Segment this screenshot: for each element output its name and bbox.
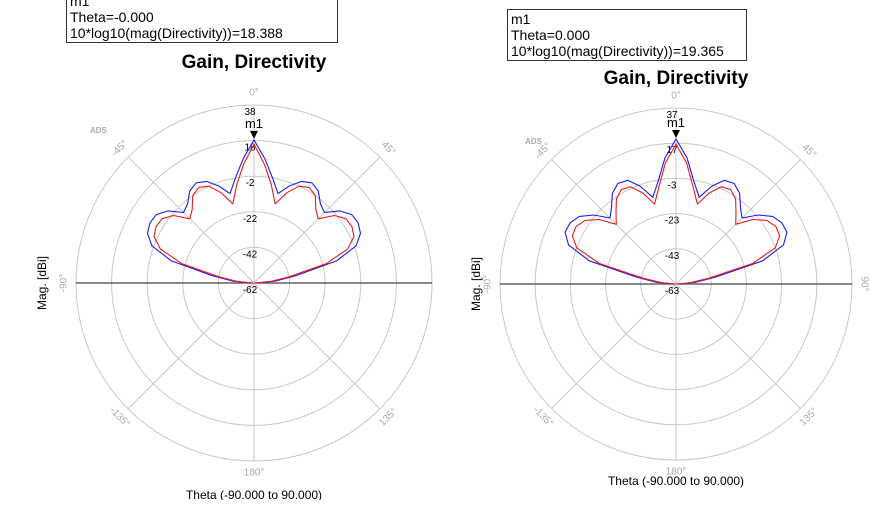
marker-readout-name: m1 bbox=[511, 11, 531, 27]
radial-tick-label: 38 bbox=[244, 107, 256, 118]
series-line-blue bbox=[564, 138, 788, 285]
radial-tick-label: 37 bbox=[666, 110, 678, 121]
marker-readout-value: 10*log10(mag(Directivity))=18.388 bbox=[70, 25, 283, 41]
angle-tick-label: 45° bbox=[379, 140, 397, 158]
marker-readout-value: 10*log10(mag(Directivity))=19.365 bbox=[511, 43, 724, 59]
marker-readout-name: m1 bbox=[70, 0, 90, 9]
marker-triangle-icon[interactable] bbox=[250, 130, 258, 139]
polar-grid-spoke bbox=[253, 282, 381, 410]
marker-triangle-icon[interactable] bbox=[672, 130, 680, 139]
marker-label: m1 bbox=[667, 115, 685, 130]
angle-tick-label: -45° bbox=[109, 138, 130, 159]
angle-tick-label: -90° bbox=[59, 274, 70, 292]
series-line-blue bbox=[146, 139, 362, 284]
angle-tick-label: -90° bbox=[483, 275, 494, 293]
radial-tick-label: -23 bbox=[665, 216, 680, 227]
watermark-label: ADS bbox=[525, 137, 543, 146]
radial-tick-label: 18 bbox=[244, 143, 256, 154]
angle-tick-label: 0° bbox=[249, 88, 259, 99]
x-axis-label: Theta (-90.000 to 90.000) bbox=[608, 474, 744, 488]
radial-tick-label: -42 bbox=[243, 249, 258, 260]
angle-tick-label: 180° bbox=[666, 467, 687, 478]
polar-grid-spoke bbox=[127, 282, 255, 410]
series-line-red bbox=[571, 143, 781, 285]
y-axis-label: Mag. [dBi] bbox=[35, 256, 49, 310]
radial-tick-label: -63 bbox=[665, 286, 680, 297]
radial-tick-label: -22 bbox=[243, 214, 258, 225]
chart-title: Gain, Directivity bbox=[604, 68, 749, 89]
radial-tick-label: -62 bbox=[243, 285, 258, 296]
x-axis-label: Theta (-90.000 to 90.000) bbox=[186, 488, 322, 500]
series-line-red bbox=[153, 143, 355, 284]
chart-panel-left: m1 Theta=-0.000 10*log10(mag(Directivity… bbox=[0, 0, 449, 502]
chart-panel-right: m1 Theta=0.000 10*log10(mag(Directivity)… bbox=[435, 0, 870, 500]
polar-grid-spoke bbox=[675, 283, 801, 409]
polar-grid-spoke bbox=[127, 156, 255, 284]
radial-tick-label: -2 bbox=[246, 178, 255, 189]
angle-tick-label: 0° bbox=[671, 91, 681, 102]
chart-title: Gain, Directivity bbox=[182, 52, 327, 73]
angle-tick-label: 45° bbox=[800, 142, 818, 160]
angle-tick-label: 135° bbox=[798, 406, 820, 428]
polar-grid-spoke bbox=[675, 159, 801, 285]
watermark-label: ADS bbox=[90, 126, 108, 135]
marker-readout-box: m1 Theta=0.000 10*log10(mag(Directivity)… bbox=[507, 9, 747, 61]
polar-grid-spoke bbox=[253, 156, 381, 284]
angle-tick-label: 180° bbox=[244, 468, 265, 479]
polar-grid-spoke bbox=[551, 283, 677, 409]
polar-grid-spoke bbox=[551, 159, 677, 285]
radial-tick-label: -3 bbox=[668, 180, 677, 191]
radial-tick-label: -43 bbox=[665, 251, 680, 262]
marker-readout-theta: Theta=0.000 bbox=[511, 27, 591, 43]
polar-chart-svg: 0°45°90°135°180°-135°-90°-45°3717-3-23-4… bbox=[469, 68, 869, 488]
marker-readout-theta: Theta=-0.000 bbox=[70, 9, 154, 25]
angle-tick-label: 135° bbox=[377, 406, 399, 428]
angle-tick-label: 90° bbox=[858, 276, 869, 291]
marker-label: m1 bbox=[245, 116, 263, 131]
y-axis-label: Mag. [dBi] bbox=[469, 257, 483, 311]
marker-readout-box: m1 Theta=-0.000 10*log10(mag(Directivity… bbox=[66, 0, 338, 43]
polar-chart-svg: 0°45°90°135°180°-135°-90°-45°3818-2-22-4… bbox=[35, 52, 449, 502]
